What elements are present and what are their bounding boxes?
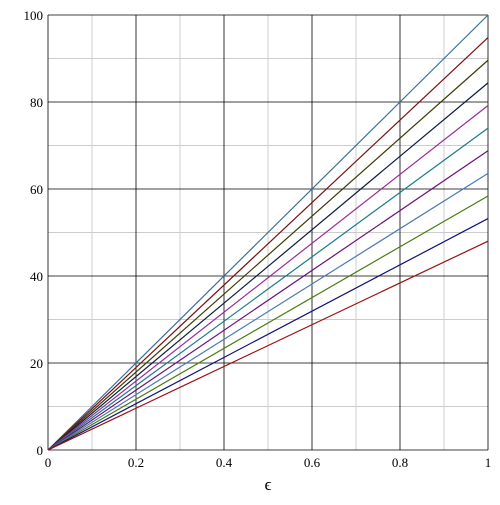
- line: [47, 240, 489, 451]
- x-tick-label: 1: [485, 455, 492, 470]
- line: [47, 59, 489, 451]
- y-tick-label: 60: [30, 182, 43, 197]
- line: [47, 195, 489, 451]
- x-tick-label: 0.6: [304, 455, 321, 470]
- x-axis-label: ϵ: [265, 475, 272, 494]
- x-tick-label: 0: [45, 455, 52, 470]
- y-tick-label: 40: [30, 269, 43, 284]
- line: [47, 37, 489, 451]
- y-tick-label: 20: [30, 356, 43, 371]
- y-tick-label: 80: [30, 95, 43, 110]
- x-tick-label: 0.8: [392, 455, 408, 470]
- y-tick-label: 100: [24, 8, 44, 23]
- line: [47, 172, 489, 451]
- line: [47, 14, 489, 451]
- line: [47, 127, 489, 451]
- line: [47, 150, 489, 451]
- x-tick-label: 0.2: [128, 455, 144, 470]
- y-tick-label: 0: [37, 443, 44, 458]
- line: [47, 82, 489, 451]
- line: [47, 105, 489, 451]
- line: [47, 218, 489, 451]
- x-tick-label: 0.4: [216, 455, 233, 470]
